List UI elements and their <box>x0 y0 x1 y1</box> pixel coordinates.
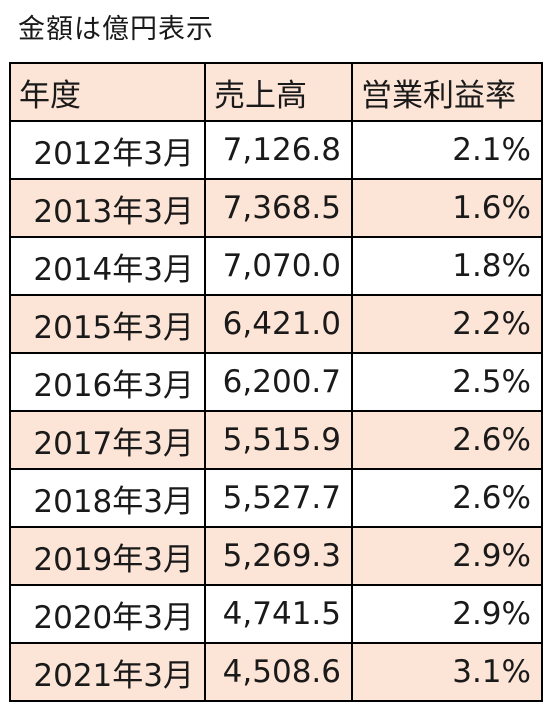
financial-table: 年度 売上高 営業利益率 2012年3月 7,126.8 2.1% 2013年3… <box>9 62 543 702</box>
sales-cell: 5,515.9 <box>204 410 353 470</box>
fiscal-year-cell: 2013年3月 <box>9 178 206 238</box>
header-row: 年度 売上高 営業利益率 <box>9 62 543 122</box>
sales-cell: 4,508.6 <box>204 642 353 702</box>
header-operating-margin: 営業利益率 <box>351 62 543 122</box>
table-row: 2017年3月 5,515.9 2.6% <box>9 410 543 470</box>
fiscal-year-cell: 2014年3月 <box>9 236 206 296</box>
sales-cell: 5,269.3 <box>204 526 353 586</box>
fiscal-year-cell: 2016年3月 <box>9 352 206 412</box>
margin-cell: 2.9% <box>351 526 543 586</box>
table-row: 2020年3月 4,741.5 2.9% <box>9 584 543 644</box>
fiscal-year-cell: 2021年3月 <box>9 642 206 702</box>
table-row: 2021年3月 4,508.6 3.1% <box>9 642 543 702</box>
fiscal-year-cell: 2012年3月 <box>9 120 206 180</box>
fiscal-year-cell: 2017年3月 <box>9 410 206 470</box>
sales-cell: 6,421.0 <box>204 294 353 354</box>
fiscal-year-cell: 2015年3月 <box>9 294 206 354</box>
header-fiscal-year: 年度 <box>9 62 206 122</box>
table-row: 2014年3月 7,070.0 1.8% <box>9 236 543 296</box>
margin-cell: 2.2% <box>351 294 543 354</box>
margin-cell: 3.1% <box>351 642 543 702</box>
sales-cell: 5,527.7 <box>204 468 353 528</box>
sales-cell: 7,126.8 <box>204 120 353 180</box>
sales-cell: 7,070.0 <box>204 236 353 296</box>
table-row: 2018年3月 5,527.7 2.6% <box>9 468 543 528</box>
margin-cell: 2.1% <box>351 120 543 180</box>
header-sales: 売上高 <box>204 62 353 122</box>
fiscal-year-cell: 2019年3月 <box>9 526 206 586</box>
margin-cell: 2.6% <box>351 468 543 528</box>
fiscal-year-cell: 2020年3月 <box>9 584 206 644</box>
sales-cell: 6,200.7 <box>204 352 353 412</box>
margin-cell: 2.6% <box>351 410 543 470</box>
sales-cell: 7,368.5 <box>204 178 353 238</box>
margin-cell: 1.6% <box>351 178 543 238</box>
table-row: 2012年3月 7,126.8 2.1% <box>9 120 543 180</box>
margin-cell: 1.8% <box>351 236 543 296</box>
margin-cell: 2.5% <box>351 352 543 412</box>
sales-cell: 4,741.5 <box>204 584 353 644</box>
table-row: 2016年3月 6,200.7 2.5% <box>9 352 543 412</box>
margin-cell: 2.9% <box>351 584 543 644</box>
table-row: 2015年3月 6,421.0 2.2% <box>9 294 543 354</box>
table-row: 2019年3月 5,269.3 2.9% <box>9 526 543 586</box>
unit-caption: 金額は億円表示 <box>18 14 214 45</box>
table-row: 2013年3月 7,368.5 1.6% <box>9 178 543 238</box>
fiscal-year-cell: 2018年3月 <box>9 468 206 528</box>
